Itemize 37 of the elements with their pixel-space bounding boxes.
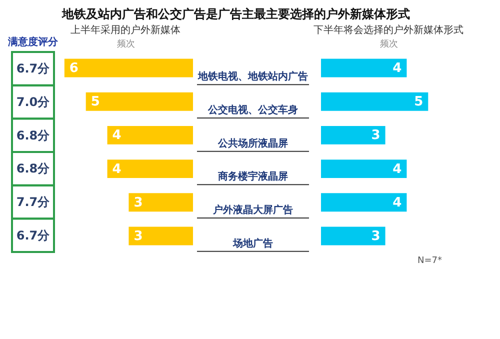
y-tick-label: 公共场所液晶屏 (217, 137, 288, 150)
data-label: 6 (69, 60, 78, 76)
text: 地铁及站内广告和公交广告是广告主最主要选择的户外新媒体形式 (60, 7, 410, 21)
data-label: 4 (112, 128, 122, 144)
y-tick-label: 场地广告 (232, 237, 273, 250)
bar (107, 160, 193, 178)
y-tick-label: 地铁电视、地铁站内广告 (197, 70, 308, 83)
text: 6.7分 (16, 62, 51, 76)
bar (86, 92, 193, 111)
bar (128, 193, 193, 212)
legend-title: 满意度评分 (7, 36, 59, 48)
text: N=7* (418, 256, 442, 266)
data-label: 4 (112, 162, 122, 177)
data-label: 4 (392, 195, 402, 210)
text: 6.8分 (16, 162, 51, 176)
text: 下半年将会选择的户外新媒体形式 (314, 24, 464, 36)
text: 上半年采用的户外新媒体 (70, 24, 180, 36)
bar (128, 226, 193, 246)
text: 7.0分 (16, 95, 51, 109)
data-label: 3 (134, 195, 143, 210)
bar (107, 126, 193, 144)
data-label: 3 (371, 229, 380, 244)
text: 7.7分 (16, 195, 51, 209)
y-tick-label: 户外液晶大屏广告 (212, 204, 293, 216)
x-axis-title: 频次 (380, 38, 398, 50)
y-tick-label: 公交电视、公交车身 (207, 104, 298, 116)
y-tick-label: 商务楼宇液晶屏 (217, 170, 288, 183)
data-label: 3 (134, 229, 143, 244)
data-label: 4 (392, 162, 402, 177)
text: 6.8分 (16, 128, 51, 142)
data-label: 4 (392, 60, 402, 76)
text: 6.7分 (16, 228, 51, 242)
data-label: 3 (371, 128, 380, 144)
x-axis-title: 频次 (117, 38, 135, 50)
bar (64, 58, 193, 78)
data-label: 5 (90, 94, 100, 110)
data-label: 5 (414, 94, 424, 110)
